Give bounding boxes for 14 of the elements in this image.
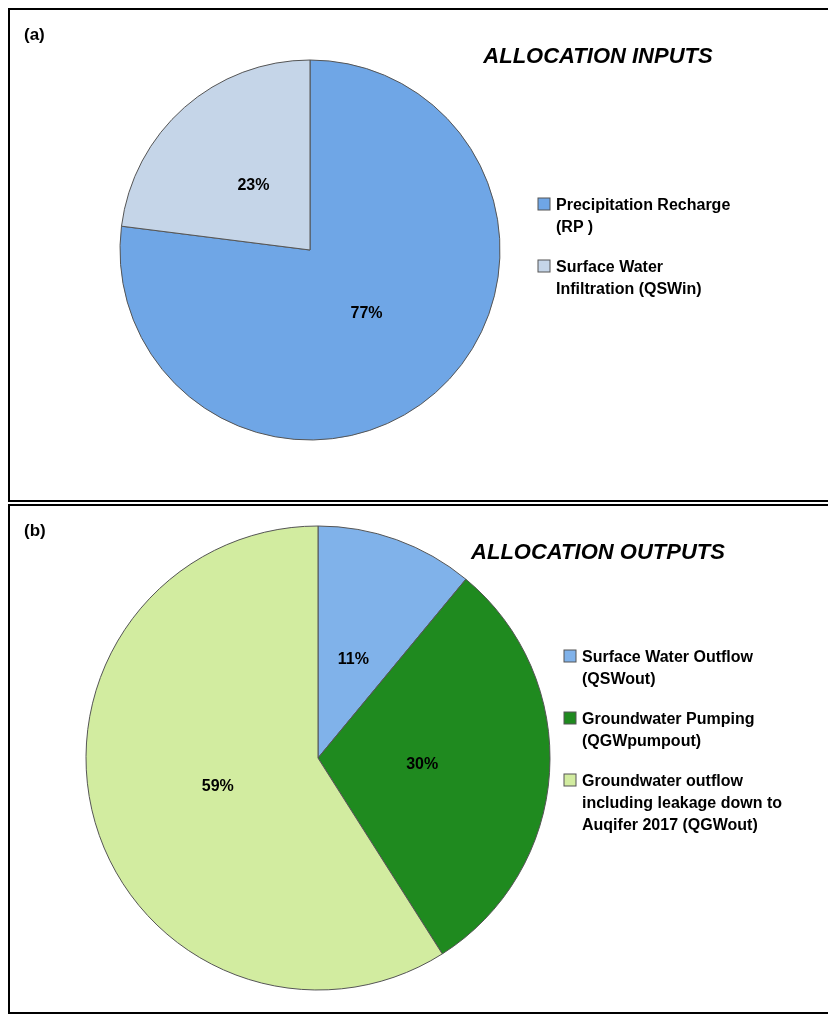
legend-label: Surface Water Outflow (QSWout) — [582, 648, 754, 687]
data-label: 11% — [337, 649, 369, 668]
data-label: 77% — [350, 304, 383, 322]
text: (a) — [24, 25, 45, 44]
data-label: 30% — [406, 754, 439, 772]
legend-label: Precipitation Recharge (RP ) — [556, 196, 731, 235]
data-label: 59% — [201, 777, 234, 795]
data-label: 23% — [237, 176, 270, 194]
legend-label: Surface Water Infiltration (QSWin) — [556, 258, 702, 297]
chart-title: ALLOCATION INPUTS — [482, 43, 713, 68]
legend-label: Groundwater outflow including leakage down to Auqifer 2017 (QGWout) — [582, 772, 783, 833]
legend-label: Groundwater Pumping (QGWpumpout) — [582, 710, 755, 749]
text: ALLOCATION OUTPUTS — [470, 539, 726, 564]
text: (b) — [24, 521, 46, 540]
